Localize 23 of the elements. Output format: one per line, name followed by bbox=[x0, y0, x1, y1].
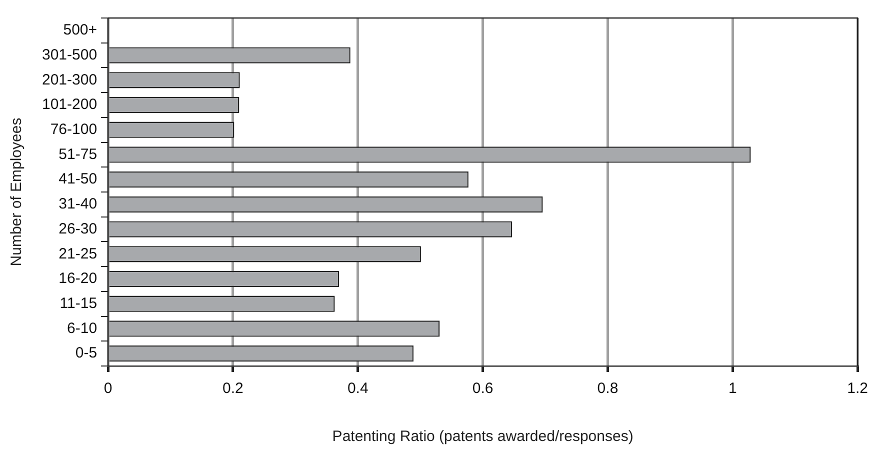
y-tick-label: 21-25 bbox=[58, 245, 98, 262]
y-tick-label: 6-10 bbox=[67, 320, 98, 337]
y-tick-label: 31-40 bbox=[58, 196, 98, 213]
x-tick-label: 1 bbox=[728, 380, 737, 398]
x-tick-label: 0.4 bbox=[347, 380, 368, 398]
y-tick-label: 76-100 bbox=[50, 121, 98, 138]
y-tick-label: 16-20 bbox=[58, 270, 98, 288]
x-tick-label: 0.8 bbox=[597, 380, 618, 398]
y-tick-label: 0-5 bbox=[75, 344, 98, 362]
y-tick-label: 11-15 bbox=[60, 295, 98, 312]
y-tick-label: 51-75 bbox=[58, 146, 98, 163]
y-tick-label: 26-30 bbox=[58, 220, 98, 238]
y-tick-label: 41-50 bbox=[58, 170, 98, 188]
x-tick-label: 0 bbox=[104, 380, 112, 398]
y-tick-label: 101-200 bbox=[42, 96, 98, 114]
x-tick-label: 0.2 bbox=[222, 380, 244, 398]
y-axis-title: Number of Employees bbox=[8, 118, 26, 266]
x-tick-label: 0.6 bbox=[472, 380, 494, 398]
y-tick-label: 500+ bbox=[63, 22, 98, 39]
x-tick-label: 1.2 bbox=[847, 380, 868, 398]
y-tick-label: 201-300 bbox=[42, 71, 98, 88]
x-axis-title: Patenting Ratio (patents awarded/responses) bbox=[332, 428, 634, 446]
y-tick-label: 301-500 bbox=[42, 46, 98, 64]
